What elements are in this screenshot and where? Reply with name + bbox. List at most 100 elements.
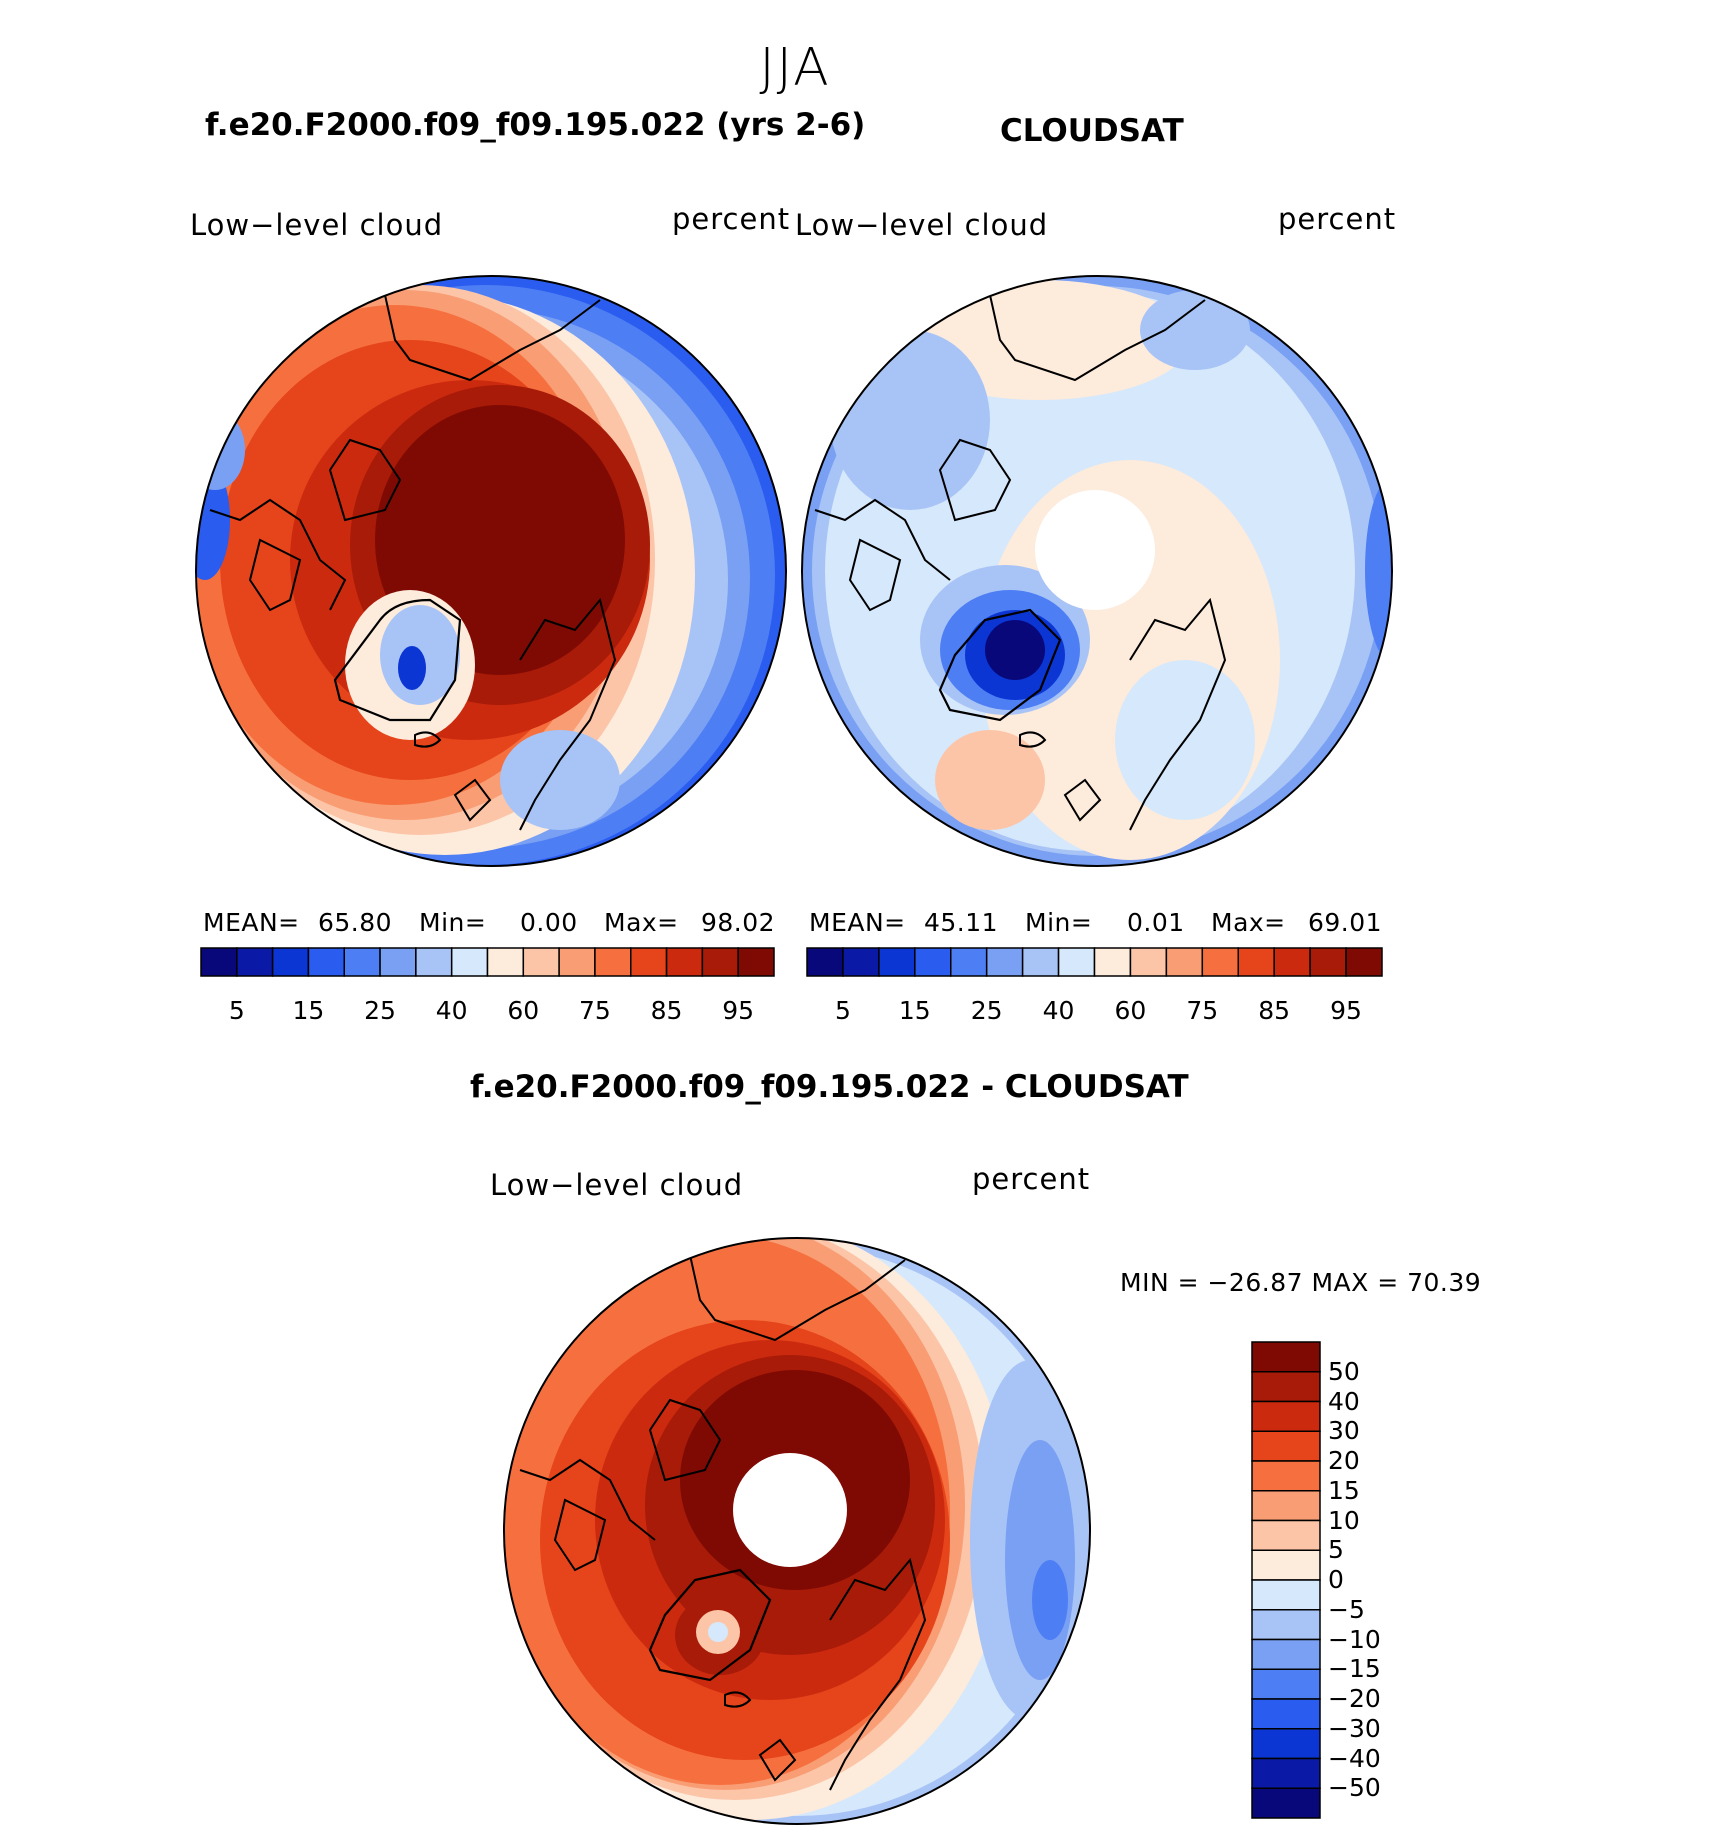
difference-colorbar-swatch bbox=[1251, 1519, 1321, 1551]
model-colorbar-swatch bbox=[200, 947, 238, 977]
model-panel-title: f.e20.F2000.f09_f09.195.022 (yrs 2-6) bbox=[205, 107, 866, 143]
difference-colorbar-swatch bbox=[1251, 1549, 1321, 1581]
obs-max-label: Max= bbox=[1211, 908, 1286, 937]
obs-colorbar-tick-label: 40 bbox=[1042, 996, 1075, 1025]
difference-colorbar-tick-label: −50 bbox=[1328, 1773, 1381, 1803]
model-colorbar-swatch bbox=[522, 947, 560, 977]
obs-colorbar-swatch bbox=[1345, 947, 1383, 977]
difference-colorbar-swatch bbox=[1251, 1728, 1321, 1760]
model-min-label: Min= bbox=[419, 908, 487, 937]
model-colorbar-swatch bbox=[701, 947, 739, 977]
model-colorbar-swatch bbox=[450, 947, 489, 977]
model-colorbar-swatch bbox=[379, 947, 417, 977]
difference-variable-label: Low−level cloud bbox=[490, 1168, 744, 1202]
model-units-label: percent bbox=[672, 202, 791, 236]
model-colorbar-tick-label: 95 bbox=[722, 996, 755, 1025]
difference-colorbar-tick-label: −15 bbox=[1328, 1654, 1381, 1684]
obs-min-label: Min= bbox=[1025, 908, 1093, 937]
obs-units-label: percent bbox=[1278, 202, 1397, 236]
obs-colorbar-swatch bbox=[1093, 947, 1132, 977]
model-colorbar-tick-label: 40 bbox=[435, 996, 468, 1025]
difference-colorbar-tick-label: −5 bbox=[1328, 1594, 1365, 1624]
difference-colorbar-swatch bbox=[1251, 1430, 1321, 1462]
model-colorbar-swatch bbox=[558, 947, 596, 977]
obs-max-value: 69.01 bbox=[1308, 908, 1383, 937]
obs-colorbar-swatch bbox=[1129, 947, 1168, 977]
model-colorbar-tick-label: 85 bbox=[650, 996, 683, 1025]
difference-colorbar-tick-label: 40 bbox=[1328, 1386, 1360, 1416]
model-colorbar-swatch bbox=[737, 947, 775, 977]
obs-mean-label: MEAN= bbox=[809, 908, 906, 937]
model-colorbar-swatch bbox=[630, 947, 668, 977]
difference-colorbar-tick-label: 50 bbox=[1328, 1356, 1360, 1386]
model-map bbox=[196, 276, 786, 866]
model-colorbar-swatch bbox=[236, 947, 274, 977]
model-colorbar-tick-label: 25 bbox=[364, 996, 396, 1025]
obs-map bbox=[802, 276, 1392, 866]
obs-variable-label: Low−level cloud bbox=[795, 208, 1049, 242]
difference-colorbar-swatch bbox=[1251, 1460, 1321, 1492]
obs-mean-value: 45.11 bbox=[924, 908, 999, 937]
model-colorbar-tick-label: 60 bbox=[507, 996, 540, 1025]
model-colorbar-swatch bbox=[486, 947, 525, 977]
difference-minmax: MIN = −26.87 MAX = 70.39 bbox=[1120, 1268, 1482, 1297]
obs-colorbar-swatch bbox=[1021, 947, 1060, 977]
difference-colorbar-tick-label: 10 bbox=[1328, 1505, 1360, 1535]
difference-colorbar-tick-label: −20 bbox=[1328, 1684, 1381, 1713]
model-max-value: 98.02 bbox=[701, 908, 776, 937]
obs-min-value: 0.01 bbox=[1127, 908, 1185, 937]
model-colorbar-swatch bbox=[415, 947, 453, 977]
obs-colorbar-tick-label: 25 bbox=[970, 996, 1003, 1025]
difference-colorbar-swatch bbox=[1251, 1757, 1321, 1789]
model-colorbar-swatch bbox=[594, 947, 632, 977]
obs-colorbar-swatch bbox=[985, 947, 1024, 977]
obs-colorbar-swatch bbox=[1201, 947, 1239, 977]
difference-colorbar-tick-label: 20 bbox=[1328, 1446, 1360, 1475]
difference-colorbar bbox=[1251, 1341, 1321, 1819]
difference-colorbar-swatch bbox=[1251, 1341, 1321, 1373]
difference-colorbar-swatch bbox=[1251, 1490, 1321, 1522]
difference-colorbar-swatch bbox=[1251, 1609, 1321, 1641]
difference-colorbar-tick-label: 0 bbox=[1328, 1565, 1344, 1594]
difference-colorbar-swatch bbox=[1251, 1579, 1321, 1611]
obs-colorbar-swatch bbox=[1309, 947, 1347, 977]
obs-colorbar-swatch bbox=[1057, 947, 1096, 977]
difference-colorbar-tick-label: 15 bbox=[1328, 1475, 1360, 1505]
model-max-label: Max= bbox=[604, 908, 679, 937]
model-min-value: 0.00 bbox=[520, 908, 578, 937]
model-colorbar-swatch bbox=[271, 947, 310, 977]
season-title: JJA bbox=[759, 38, 831, 98]
difference-map bbox=[504, 1238, 1090, 1824]
obs-colorbar-swatch bbox=[950, 947, 988, 977]
model-mean-label: MEAN= bbox=[203, 908, 300, 937]
obs-colorbar-tick-label: 95 bbox=[1330, 996, 1362, 1025]
obs-colorbar-swatch bbox=[1165, 947, 1204, 977]
difference-colorbar-swatch bbox=[1251, 1638, 1321, 1670]
model-variable-label: Low−level cloud bbox=[190, 208, 444, 242]
model-colorbar-swatch bbox=[665, 947, 704, 977]
model-colorbar bbox=[200, 947, 775, 977]
obs-colorbar-swatch bbox=[878, 947, 916, 977]
difference-colorbar-tick-label: 30 bbox=[1328, 1416, 1360, 1446]
obs-colorbar-swatch bbox=[842, 947, 880, 977]
obs-colorbar-tick-label: 5 bbox=[834, 996, 851, 1025]
obs-colorbar-tick-label: 15 bbox=[898, 996, 931, 1025]
obs-colorbar-swatch bbox=[914, 947, 952, 977]
model-mean-value: 65.80 bbox=[318, 908, 393, 937]
difference-map-boundary bbox=[503, 1237, 1091, 1825]
difference-colorbar-swatch bbox=[1251, 1400, 1321, 1432]
model-colorbar-swatch bbox=[307, 947, 345, 977]
obs-map-boundary bbox=[801, 275, 1393, 867]
obs-panel-title: CLOUDSAT bbox=[1000, 113, 1184, 149]
model-colorbar-tick-label: 75 bbox=[579, 996, 611, 1025]
difference-colorbar-swatch bbox=[1251, 1698, 1321, 1730]
obs-colorbar-swatch bbox=[1237, 947, 1275, 977]
obs-colorbar-tick-label: 60 bbox=[1114, 996, 1147, 1025]
difference-colorbar-swatch bbox=[1251, 1668, 1321, 1700]
difference-colorbar-tick-label: −40 bbox=[1328, 1743, 1381, 1773]
obs-colorbar-tick-label: 75 bbox=[1186, 996, 1219, 1025]
difference-colorbar-swatch bbox=[1251, 1371, 1321, 1403]
model-colorbar-tick-label: 5 bbox=[228, 996, 245, 1025]
obs-colorbar-swatch bbox=[806, 947, 844, 977]
